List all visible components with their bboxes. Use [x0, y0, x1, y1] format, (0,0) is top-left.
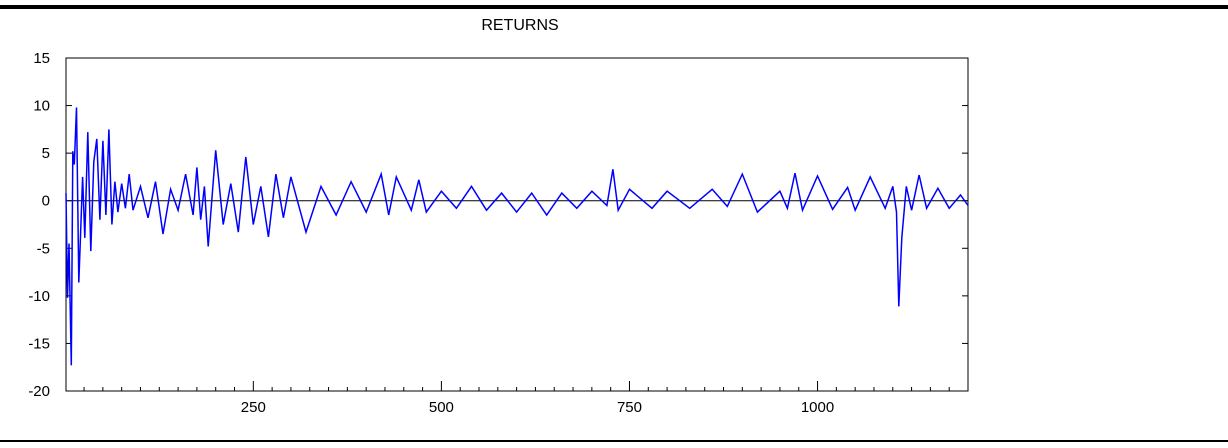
x-axis: 250 500 750 1000	[83, 381, 950, 416]
y-tick-label: 10	[33, 98, 50, 115]
y-tick-label: -5	[37, 240, 50, 257]
chart-title: RETURNS	[481, 17, 558, 34]
y-tick-label: 15	[33, 50, 50, 67]
returns-series-line	[65, 107, 969, 366]
x-tick-label: 500	[429, 399, 454, 416]
y-tick-label: -10	[28, 288, 50, 305]
y-tick-label: 5	[42, 145, 50, 162]
y-tick-label: -20	[28, 383, 50, 400]
plot-frame	[65, 57, 969, 392]
x-tick-label: 250	[241, 399, 266, 416]
y-axis: 15 10 5 0 -5 -10 -15 -20	[28, 50, 968, 400]
bottom-rule	[0, 440, 1228, 442]
y-tick-label: -15	[28, 335, 50, 352]
y-tick-label: 0	[42, 193, 50, 210]
x-tick-label: 1000	[801, 399, 834, 416]
top-rule	[0, 5, 1228, 9]
x-tick-label: 750	[617, 399, 642, 416]
